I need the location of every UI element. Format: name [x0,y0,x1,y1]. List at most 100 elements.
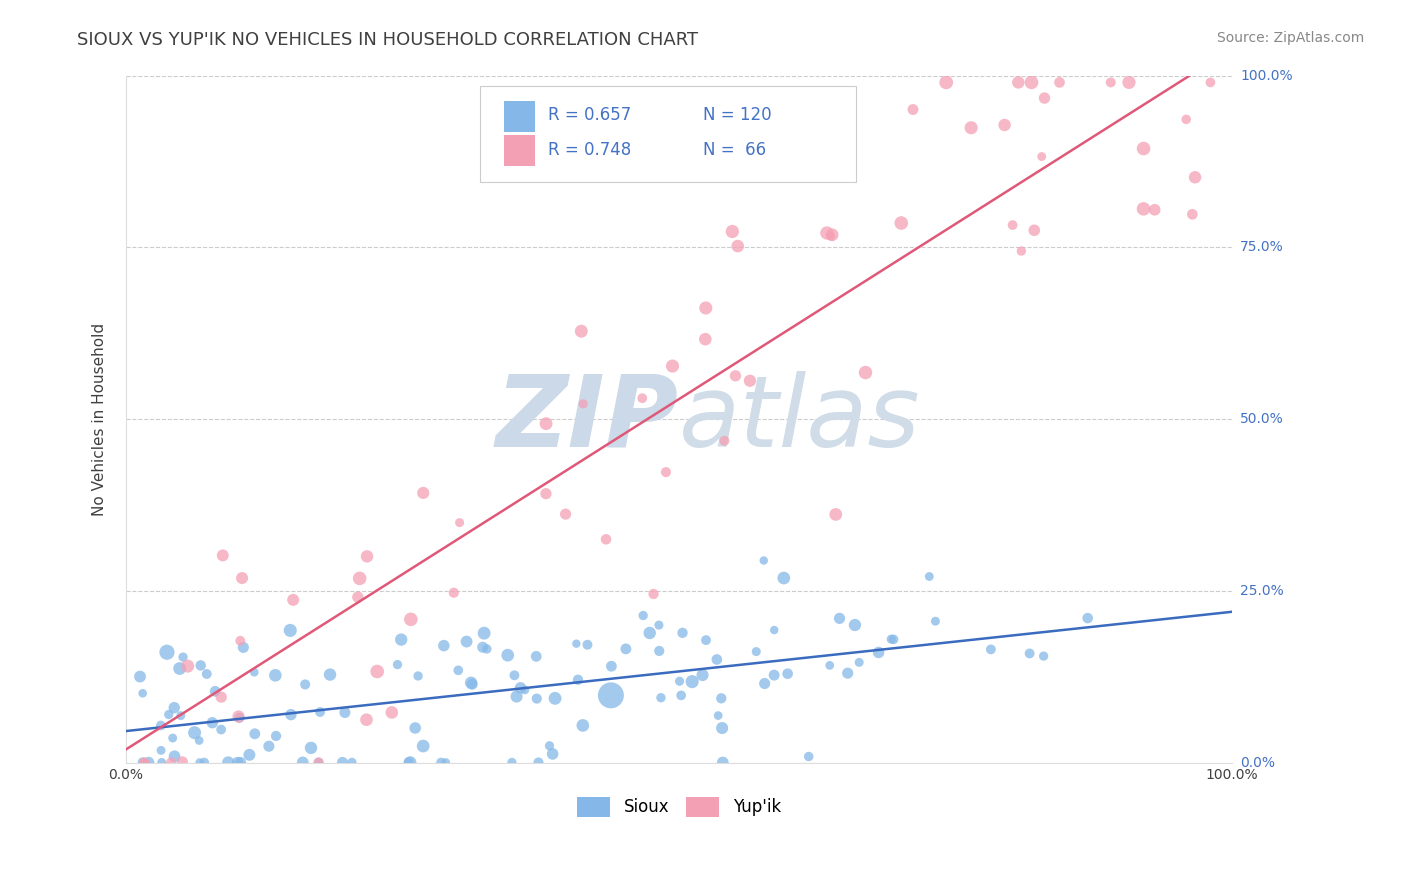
Point [631,608,654,623]
Point [661,359,683,373]
Point [509,681,531,695]
Point [648,618,671,632]
Point [1021,75,1043,89]
Point [595,533,617,547]
Point [280,707,302,722]
Point [299,740,322,755]
Point [150,743,173,757]
Point [283,593,305,607]
Point [918,569,941,583]
Text: Source: ZipAtlas.com: Source: ZipAtlas.com [1216,31,1364,45]
Text: 75.0%: 75.0% [1240,241,1284,254]
Point [1010,244,1032,258]
Text: 100.0%: 100.0% [1240,69,1292,83]
Point [309,705,332,719]
Point [706,652,728,666]
Point [569,324,592,338]
Point [772,571,794,585]
Point [935,75,957,89]
Point [727,239,749,253]
Point [471,640,494,655]
Point [443,585,465,599]
Point [1033,91,1056,105]
Point [172,755,194,769]
Point [319,667,342,681]
Point [538,739,561,753]
Point [648,644,671,658]
Point [226,756,249,770]
Point [818,658,841,673]
Point [614,641,637,656]
Point [204,684,226,698]
Point [1118,75,1140,89]
Point [308,756,330,770]
Point [356,549,378,564]
Text: R = 0.657: R = 0.657 [548,106,631,124]
Point [229,756,252,770]
Point [134,756,156,770]
Point [1181,207,1204,221]
Point [228,709,250,723]
Point [387,657,409,672]
Point [188,733,211,747]
Point [527,756,550,770]
Point [472,626,495,640]
Point [599,689,621,703]
Point [138,756,160,770]
Point [170,708,193,723]
Text: SIOUX VS YUP'IK NO VEHICLES IN HOUSEHOLD CORRELATION CHART: SIOUX VS YUP'IK NO VEHICLES IN HOUSEHOLD… [77,31,699,49]
Point [994,118,1017,132]
Point [231,571,253,585]
Point [554,507,576,521]
Point [776,666,799,681]
Point [163,700,186,714]
Text: 50.0%: 50.0% [1240,412,1284,426]
Point [643,587,665,601]
Point [960,120,983,135]
Point [347,590,370,604]
Point [572,718,595,732]
Point [524,649,547,664]
Point [308,756,330,770]
Point [340,756,363,770]
FancyBboxPatch shape [479,86,856,182]
Point [156,645,179,659]
FancyBboxPatch shape [505,101,536,132]
Point [399,612,422,626]
Point [447,663,470,677]
Point [655,465,678,479]
Point [460,675,482,690]
Point [211,549,233,563]
Point [1024,223,1046,237]
Point [406,669,429,683]
Point [797,749,820,764]
Point [264,668,287,682]
Point [449,516,471,530]
Point [278,624,301,638]
Point [650,690,672,705]
Point [228,711,250,725]
Point [710,691,733,706]
Text: atlas: atlas [679,371,921,467]
Point [855,366,877,380]
Point [820,229,842,244]
Point [209,723,232,737]
Point [238,747,260,762]
Point [433,639,456,653]
Point [668,674,690,689]
Point [349,571,371,585]
Point [980,642,1002,657]
Point [631,391,654,405]
Point [398,756,420,770]
Point [193,756,215,770]
Point [430,756,453,770]
Point [1031,150,1053,164]
Point [848,656,870,670]
Point [763,668,786,682]
Point [880,632,903,647]
Point [163,749,186,764]
Point [243,727,266,741]
Point [134,756,156,770]
Point [217,756,239,770]
Point [264,729,287,743]
